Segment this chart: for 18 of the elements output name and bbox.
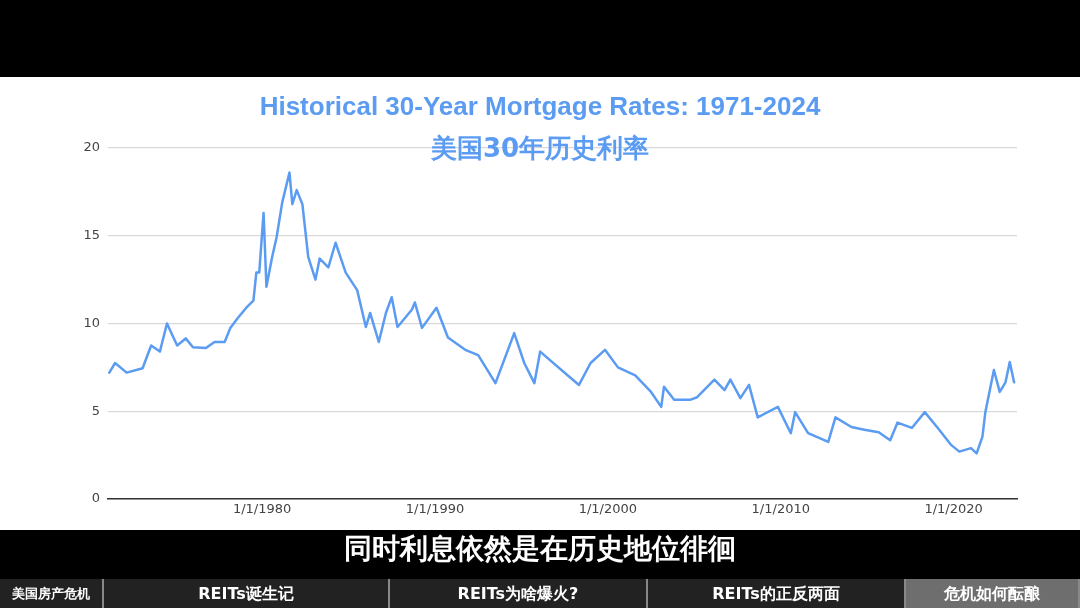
- y-tick-label: 20: [83, 139, 100, 155]
- x-tick-label: 1/1/1980: [232, 501, 292, 517]
- text: REITs为啥爆火?: [390, 579, 648, 608]
- text: 同时利息依然是在历史地位徘徊: [343, 531, 737, 567]
- text: 美国房产危机: [0, 579, 104, 608]
- text: REITs的正反两面: [648, 579, 906, 608]
- y-tick-label: 0: [91, 490, 100, 506]
- y-tick-label: 10: [83, 314, 100, 330]
- y-tick-label: 5: [91, 402, 100, 418]
- chart-subtitle: 美国30年历史利率: [430, 133, 650, 163]
- chart-title: Historical 30-Year Mortgage Rates: 1971-2024: [258, 91, 822, 122]
- x-tick-label: 1/1/1990: [405, 501, 465, 517]
- text: 危机如何酝酿: [906, 579, 1080, 608]
- y-tick-label: 15: [83, 227, 100, 243]
- x-tick-label: 1/1/2000: [578, 501, 638, 517]
- x-tick-label: 1/1/2010: [751, 501, 810, 517]
- text: REITs诞生记: [104, 579, 390, 608]
- x-tick-label: 1/1/2020: [924, 501, 983, 517]
